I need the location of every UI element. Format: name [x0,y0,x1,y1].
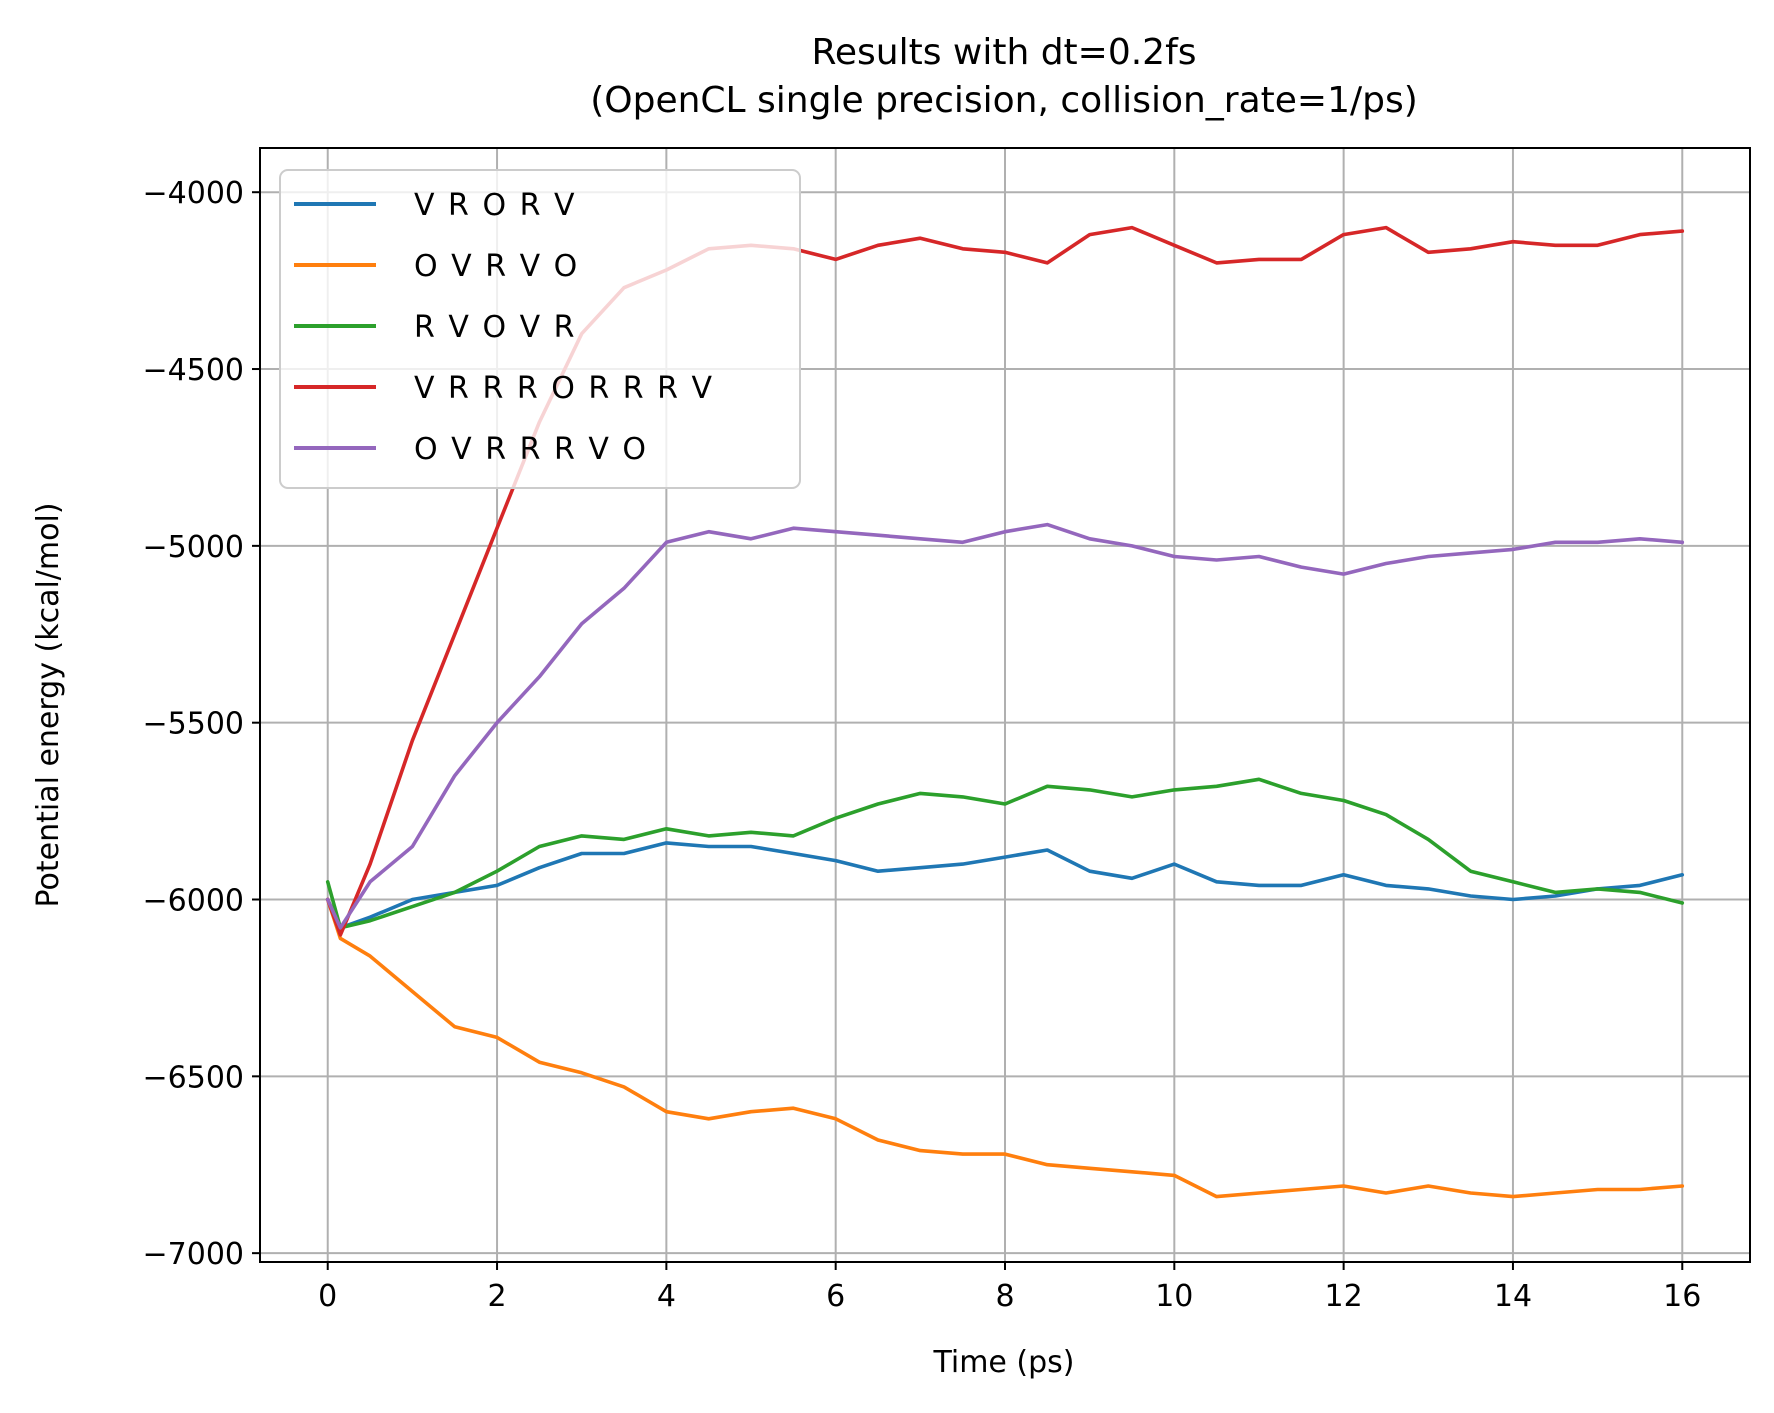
y-tick-label: −4500 [143,353,244,388]
x-axis-label: Time (ps) [932,1345,1074,1380]
x-tick-label: 8 [995,1279,1014,1314]
legend-label-4: V R R R O R R R V [414,371,714,406]
x-tick-label: 12 [1325,1279,1363,1314]
chart-title: Results with dt=0.2fs [811,32,1196,73]
x-tick-label: 6 [826,1279,845,1314]
legend: V R O R V O V R V O R V O V R V R R R O R R… [279,169,801,489]
y-tick-label: −4000 [143,176,244,211]
legend-label-2: O V R V O [414,249,579,284]
x-tick-label: 16 [1663,1279,1701,1314]
series-line-2 [325,897,1685,1199]
x-tick-label: 2 [487,1279,506,1314]
legend-label-5: O V R R R V O [414,432,648,467]
legend-label-1: V R O R V [414,188,577,223]
series-line-3 [325,777,1685,930]
legend-label-3: R V O V R [414,310,577,345]
y-tick-label: −5000 [143,530,244,565]
series-line-5 [325,522,1685,930]
legend-box [279,169,801,489]
y-tick-label: −7000 [143,1237,244,1272]
y-tick-label: −6000 [143,884,244,919]
axis-ticks: 0 2 4 6 8 10 12 14 16 −7000 −6500 −6000 −5500 −5000 −4… [143,176,1702,1314]
y-tick-label: −6500 [143,1060,244,1095]
y-axis-label: Potential energy (kcal/mol) [31,502,66,907]
grid [260,148,1750,1262]
x-tick-label: 14 [1494,1279,1532,1314]
series-line-1 [325,841,1685,930]
chart-subtitle: (OpenCL single precision, collision_rate… [590,80,1418,121]
x-tick-label: 0 [318,1279,337,1314]
x-tick-label: 10 [1155,1279,1193,1314]
x-tick-label: 4 [657,1279,676,1314]
y-tick-label: −5500 [143,707,244,742]
series-group [325,225,1685,1199]
